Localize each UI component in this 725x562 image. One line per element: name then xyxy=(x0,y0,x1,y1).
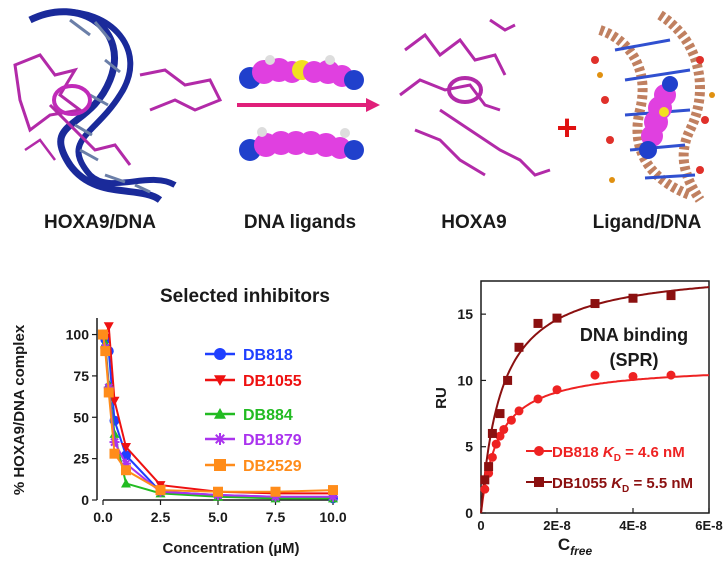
legend-marker-db818 xyxy=(214,348,226,360)
svg-text:+: + xyxy=(556,107,577,148)
hoxa9-structure-image xyxy=(399,18,551,177)
chart1-y-tick-label: 25 xyxy=(73,451,89,467)
legend-label-db818: DB818 xyxy=(243,347,293,364)
chart1-title: Selected inhibitors xyxy=(160,286,330,307)
chart1-y-tick-label: 0 xyxy=(81,492,89,508)
data-point-db818 xyxy=(533,394,543,404)
data-point-db1055 xyxy=(666,291,676,301)
data-point-db818 xyxy=(666,370,676,380)
chart2-xlabel-sub: free xyxy=(570,544,592,558)
legend-marker-db884 xyxy=(214,408,226,419)
data-point-db1055 xyxy=(503,375,513,385)
chart2-xlabel-main: C xyxy=(558,535,570,554)
legend2-marker-db1055 xyxy=(534,477,544,487)
data-point-db1055 xyxy=(109,396,120,406)
chart2-title-line2: (SPR) xyxy=(610,350,659,370)
spr-binding-chart: RU Cfree 0 2E-8 4E-8 6E-8 0 5 10 15 DNA binding (… xyxy=(433,280,723,558)
data-point-db818 xyxy=(487,452,497,462)
chart1-y-tick-label: 50 xyxy=(73,409,89,425)
chart2-title-line1: DNA binding xyxy=(580,325,688,345)
data-point-db2529 xyxy=(98,329,108,340)
chart2-y-tick-label: 15 xyxy=(457,306,473,322)
hoxa9-dna-structure-image xyxy=(13,8,223,204)
chart2-y-tick-label: 10 xyxy=(457,372,473,388)
data-point-db1055 xyxy=(628,293,638,303)
data-point-db884 xyxy=(121,478,131,488)
legend-marker-db1879 xyxy=(214,433,226,445)
chart2-frame xyxy=(480,280,710,514)
chart1-x-tick-label: 10.0 xyxy=(319,509,346,525)
data-point-db2529 xyxy=(103,387,114,398)
data-point-db1055 xyxy=(533,318,543,328)
label-hoxa9: HOXA9 xyxy=(441,212,506,233)
legend2-marker-db818 xyxy=(534,446,544,456)
data-point-db818 xyxy=(495,431,505,441)
data-point-db2529 xyxy=(328,485,338,496)
data-point-db2529 xyxy=(270,486,281,497)
data-point-db1055 xyxy=(487,428,497,438)
chart1-x-tick-label: 5.0 xyxy=(208,509,228,525)
chart2-ylabel: RU xyxy=(433,387,450,409)
legend-label-db884: DB884 xyxy=(243,407,293,424)
data-point-db1055 xyxy=(121,443,131,453)
data-point-db1055 xyxy=(103,322,114,332)
dna-ligands-image xyxy=(239,55,364,161)
data-point-db1055 xyxy=(495,409,505,419)
chart1-x-tick-label: 7.5 xyxy=(266,509,286,525)
chart1-xlabel: Concentration (µM) xyxy=(163,540,300,557)
ligand-top xyxy=(239,55,364,90)
chart1-y-tick-label: 75 xyxy=(73,368,89,384)
legend-label-db1879: DB1879 xyxy=(243,432,302,449)
inhibition-chart: Selected inhibitors % HOXA9/DNA complex … xyxy=(11,286,347,557)
chart2-y-tick-label: 0 xyxy=(465,505,473,521)
label-ligand-dna: Ligand/DNA xyxy=(593,212,702,233)
data-point-db1055 xyxy=(484,462,494,472)
data-point-db818 xyxy=(491,439,501,449)
data-point-db2529 xyxy=(155,485,166,496)
chart2-x-tick-label: 4E-8 xyxy=(619,518,646,533)
chart1-x-tick-label: 0.0 xyxy=(93,509,113,525)
label-hoxa9-dna: HOXA9/DNA xyxy=(44,212,156,233)
chart1-x-tick-label: 2.5 xyxy=(151,509,171,525)
ligand-dna-structure-image xyxy=(591,10,715,203)
legend-marker-db2529 xyxy=(214,459,226,471)
legend2-label-db1055: DB1055 KD = 5.5 nM xyxy=(552,475,693,495)
data-point-db818 xyxy=(552,385,562,395)
data-point-db2529 xyxy=(109,448,120,459)
data-point-db1055 xyxy=(590,299,600,309)
legend2-label-db818: DB818 KD = 4.6 nM xyxy=(552,444,685,464)
data-point-db2529 xyxy=(121,465,131,476)
label-dna-ligands: DNA ligands xyxy=(244,212,356,233)
legend-marker-db1055 xyxy=(214,375,226,386)
legend-label-db1055: DB1055 xyxy=(243,373,302,390)
legend-label-db2529: DB2529 xyxy=(243,458,302,475)
chart1-ylabel: % HOXA9/DNA complex xyxy=(11,324,28,495)
arrow xyxy=(237,98,380,112)
data-point-db818 xyxy=(514,406,524,416)
data-point-db818 xyxy=(499,424,509,434)
data-point-db1055 xyxy=(514,342,524,352)
data-point-db818 xyxy=(628,371,638,381)
plus-sign: + xyxy=(556,107,577,148)
chart2-x-tick-label: 2E-8 xyxy=(543,518,570,533)
data-point-db1055 xyxy=(480,475,490,485)
chart2-xlabel: Cfree xyxy=(558,535,593,558)
data-point-db2529 xyxy=(100,346,111,357)
data-point-db818 xyxy=(480,484,490,494)
data-point-db2529 xyxy=(213,486,223,497)
chart2-x-tick-label: 6E-8 xyxy=(695,518,722,533)
chart2-y-tick-label: 5 xyxy=(465,439,473,455)
data-point-db818 xyxy=(506,415,516,425)
chart1-y-tick-label: 100 xyxy=(66,327,90,343)
data-point-db1879 xyxy=(109,437,120,448)
data-point-db1055 xyxy=(552,313,562,323)
data-point-db818 xyxy=(590,370,600,380)
chart2-x-tick-label: 0 xyxy=(477,518,484,533)
ligand-bottom xyxy=(239,127,364,161)
